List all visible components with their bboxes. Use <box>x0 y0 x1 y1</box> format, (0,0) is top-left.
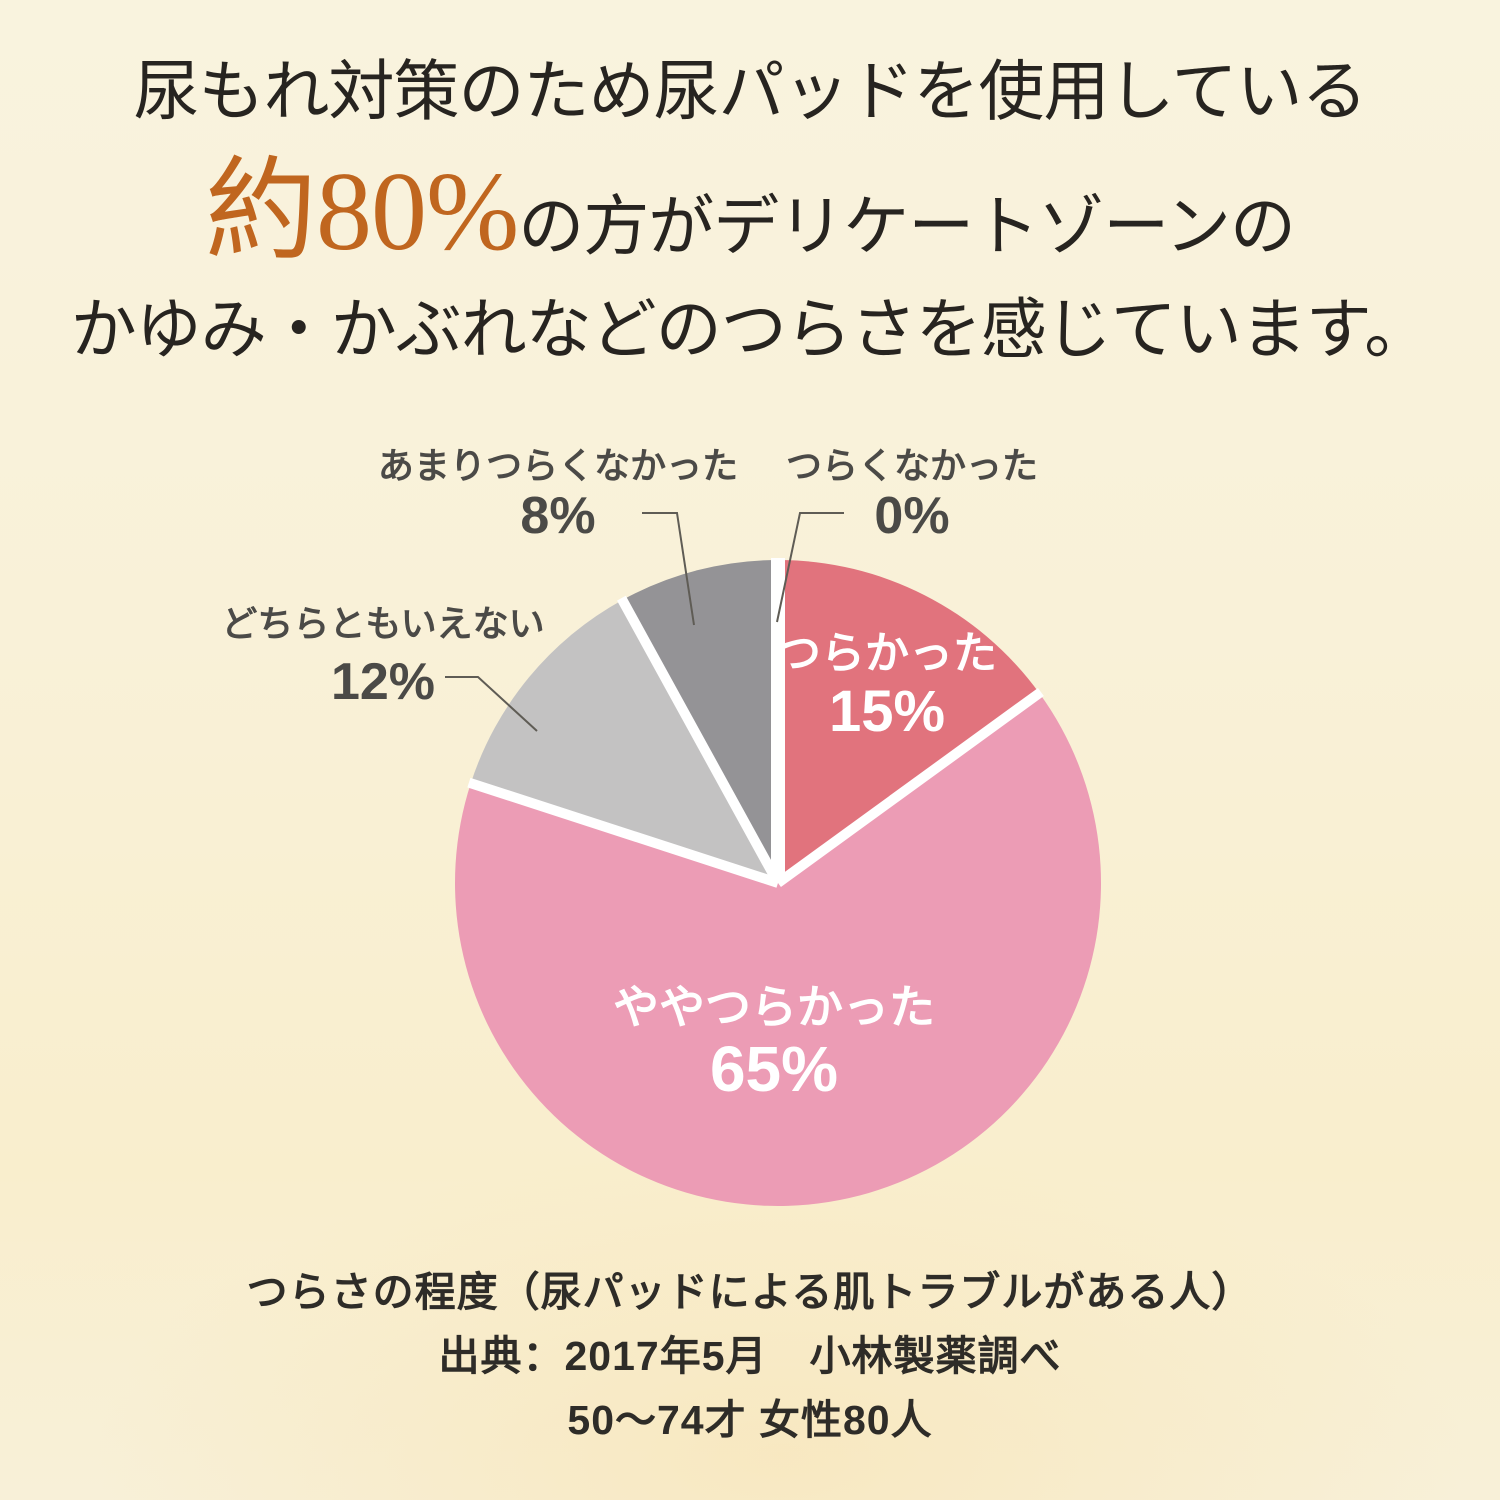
slice-value: 65% <box>709 1033 839 1105</box>
headline-line3: かゆみ・かぶれなどのつらさを感じています。 <box>70 294 1430 367</box>
slice-label: ややつらかった <box>613 981 935 1033</box>
headline-highlight-80pct: 約80% <box>205 150 519 274</box>
pie-slice-2 <box>455 693 1102 1206</box>
source-line: 出典：2017年5月 小林製薬調べ <box>438 1333 1062 1379</box>
pie-separator <box>467 777 780 888</box>
headline-line2: 約80%の方がデリケートゾーンの <box>0 152 1500 288</box>
caption: つらさの程度（尿パッドによる肌トラブルがある人） 出典：2017年5月 小林製薬… <box>0 1260 1500 1452</box>
callout-amari-tsuraku-nakatta: あまりつらくなかった 8% <box>378 444 738 544</box>
chart-title: つらさの程度（尿パッドによる肌トラブルがある人） <box>246 1269 1254 1315</box>
callout-tsuraku-nakatta: つらくなかった 0% <box>786 444 1038 544</box>
sample-line: 50〜74才 女性80人 <box>567 1397 933 1443</box>
callout-label: あまりつらくなかった <box>377 445 739 486</box>
callout-value: 0% <box>874 487 950 545</box>
pie-slice-3 <box>470 600 778 883</box>
leader-line-amari <box>642 512 695 626</box>
slice-label-tsurakatta: つらかった 15% <box>777 628 997 744</box>
callout-label: どちらともいえない <box>221 603 545 644</box>
pie-separator <box>775 687 1044 888</box>
callout-value: 8% <box>520 487 596 545</box>
callout-value: 12% <box>330 653 436 711</box>
slice-value: 15% <box>828 679 946 744</box>
pie-slice-1 <box>778 559 1040 883</box>
callout-label: つらくなかった <box>785 445 1039 486</box>
leader-line-dochira <box>445 676 538 732</box>
headline-line2-rest: の方がデリケートゾーンの <box>518 191 1296 264</box>
pie-separator <box>617 595 783 886</box>
headline-line1: 尿もれ対策のため尿パッドを使用している <box>133 56 1367 129</box>
slice-label: つらかった <box>777 629 997 678</box>
callout-dochira-tomo-ienai: どちらともいえない 12% <box>221 602 544 710</box>
leader-line-tsuraku-nakatta <box>776 512 844 623</box>
headline: 尿もれ対策のため尿パッドを使用している 約80%の方がデリケートゾーンの かゆみ… <box>0 50 1500 374</box>
slice-label-yaya-tsurakatta: ややつらかった 65% <box>613 980 935 1104</box>
